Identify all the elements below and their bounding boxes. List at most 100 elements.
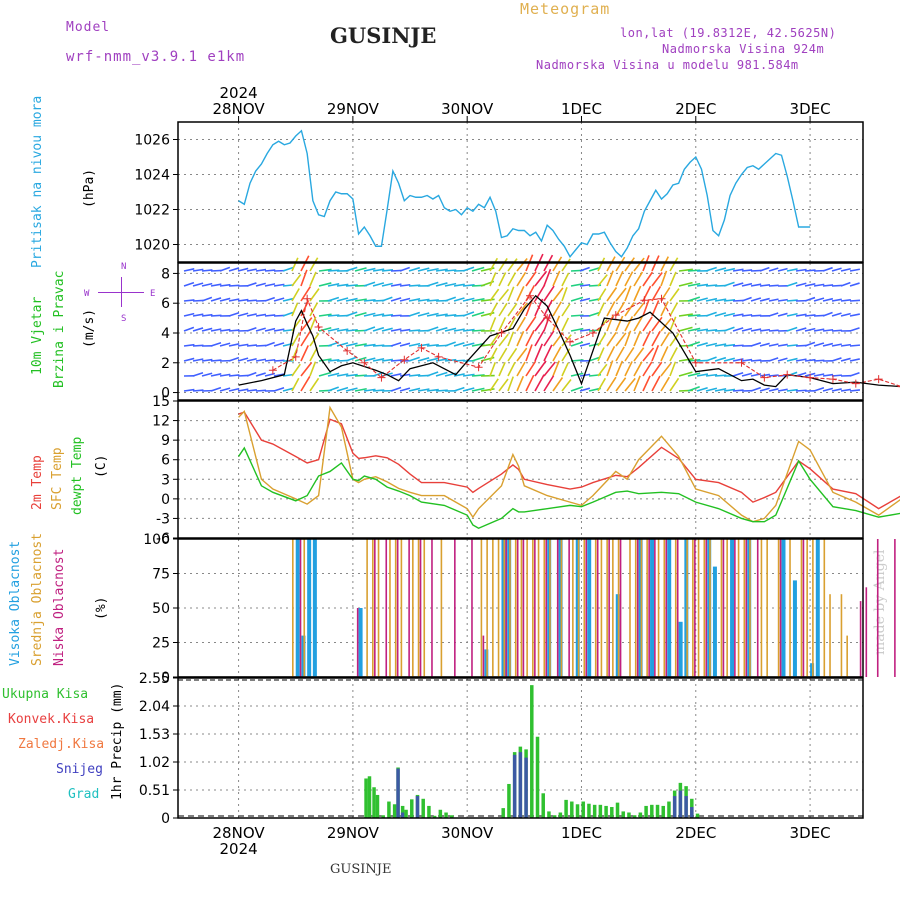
legend-frozen-rain: Zaledj.Kisa: [18, 737, 105, 752]
wind-barb: [552, 360, 560, 377]
wind-barb: [363, 357, 376, 362]
page-title: GUSINJE: [330, 23, 437, 48]
wind-barb: [435, 268, 448, 272]
wind-barb: [327, 359, 340, 362]
wind-barb: [669, 288, 680, 302]
wind-barb: [813, 373, 825, 377]
wind-barb: [273, 283, 285, 287]
wind-barb: [345, 328, 358, 332]
cloud-bar-2: [694, 539, 696, 677]
cloud-bar-2: [419, 539, 422, 677]
wind-barb: [228, 311, 240, 317]
wind-direction-key: N W E S: [84, 262, 162, 324]
wind-barb: [309, 257, 319, 272]
snow-bar: [690, 807, 694, 818]
wind-barb: [822, 284, 834, 287]
precip-bar: [421, 798, 425, 818]
wind-barb: [372, 268, 385, 272]
wind-barb: [597, 257, 606, 272]
cloud-bar-2: [385, 539, 388, 677]
cloud-bar-1: [697, 539, 700, 677]
wind-barb: [408, 329, 421, 332]
cloud-bar-2: [722, 539, 725, 677]
wind-barb: [768, 388, 779, 392]
wind-barb: [462, 297, 475, 302]
cloud-bar-2: [454, 539, 456, 677]
precip-bar: [558, 812, 563, 818]
y-tick-label: 3: [161, 472, 170, 488]
wind-barb: [210, 283, 222, 287]
wind-barb: [210, 373, 222, 377]
cloud-bar-1: [514, 539, 517, 677]
cloud-bar-2: [482, 635, 485, 677]
wind-barb: [552, 377, 564, 392]
wind-barb: [750, 328, 762, 332]
wind-barb: [696, 386, 708, 392]
y-tick-label: 1026: [134, 133, 170, 149]
precip-bar: [604, 805, 608, 818]
y-tick-label: 0: [161, 670, 170, 686]
cloud-bar-2: [859, 601, 862, 677]
wind-barb: [354, 311, 367, 317]
x-tick-label-bottom: 30NOV: [441, 824, 494, 842]
cloud-bar-1: [674, 539, 677, 677]
wind-barb: [192, 371, 204, 377]
wind-barb: [579, 266, 590, 272]
wind-barb: [372, 313, 385, 317]
wind-barb: [633, 347, 645, 362]
wind-barb: [831, 284, 842, 287]
wind-barb: [624, 271, 634, 287]
wind-barb: [363, 298, 376, 302]
wind-barb: [651, 300, 660, 317]
wind-gust-marker: [640, 296, 649, 305]
precip-bar: [438, 809, 443, 818]
wind-barb: [624, 361, 633, 377]
wind-barb: [732, 313, 744, 317]
wind-barb: [669, 271, 677, 287]
cloud-bar-1: [709, 539, 711, 677]
precip-bar: [667, 801, 671, 818]
wind-barb: [777, 357, 788, 362]
cloud-bar-1: [720, 539, 723, 677]
wind-barb: [507, 258, 518, 272]
wind-barb: [633, 330, 642, 347]
wind-barb: [507, 272, 517, 287]
wind-barb: [687, 327, 701, 332]
wind-barb: [804, 269, 816, 272]
y-tick-label: -6: [156, 531, 170, 547]
wind-barb: [795, 268, 807, 272]
wind-barb: [831, 374, 842, 377]
wind-barb: [390, 359, 402, 362]
wind-barb: [282, 266, 294, 272]
wind-barb: [561, 362, 569, 377]
wind-barb: [354, 387, 367, 392]
wind-barb: [732, 268, 744, 272]
wind-barb: [534, 329, 546, 347]
wind-barb: [498, 257, 508, 272]
wind-barb: [507, 331, 515, 347]
wind-barb: [318, 358, 332, 362]
wind-barb: [255, 268, 267, 272]
precip-bar: [575, 804, 580, 818]
wind-barb: [183, 299, 195, 302]
wind-barb: [831, 357, 842, 362]
precip-bar: [661, 805, 665, 818]
wind-barb: [417, 267, 430, 272]
cloud-bar-2: [654, 539, 656, 677]
year-label-top: 2024: [219, 84, 257, 102]
cloud-bar-2: [534, 539, 536, 677]
wind-barb: [345, 311, 358, 317]
panel-frame: [177, 677, 864, 819]
wind-barb: [345, 342, 358, 347]
wind-barb: [705, 311, 717, 317]
cloud-bar-1: [480, 539, 483, 677]
wind-barb: [705, 266, 717, 272]
wind-barb: [615, 270, 624, 287]
wind-barb: [696, 297, 708, 302]
wind-gust-marker: [897, 386, 900, 388]
cloud-bar-1: [572, 539, 574, 677]
wind-barb: [804, 358, 816, 362]
wind-barb: [561, 317, 570, 332]
wind-barb: [561, 334, 572, 347]
wind-barb: [849, 371, 860, 377]
